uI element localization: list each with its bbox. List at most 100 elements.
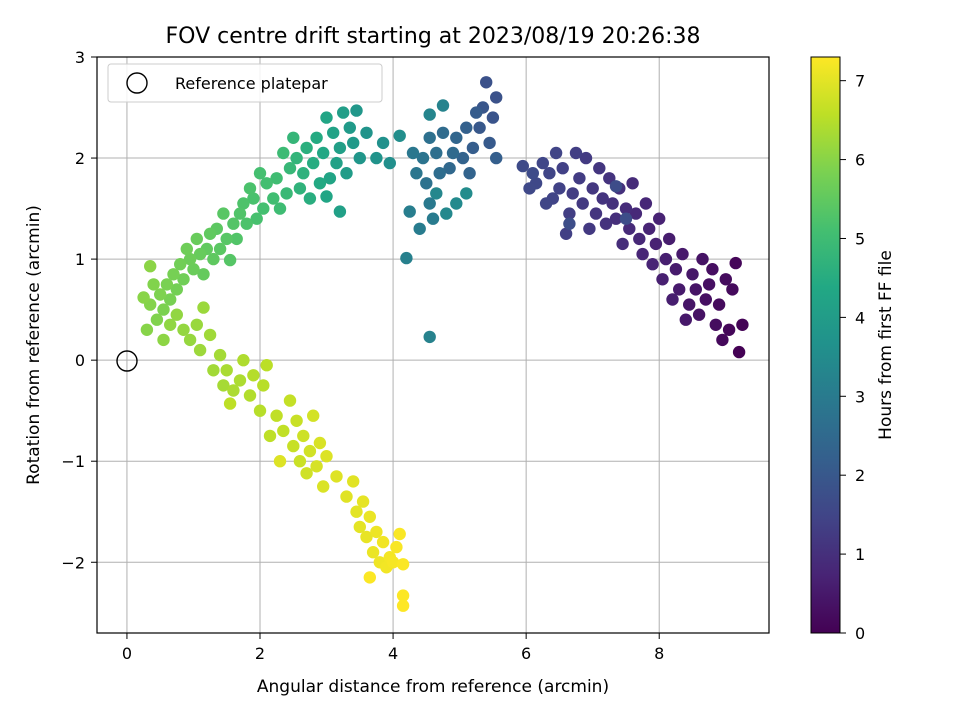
data-point [250,212,263,225]
colorbar-tick-label: 7 [855,72,865,91]
legend-box [107,63,383,103]
data-point [293,182,307,195]
data-point [460,187,473,200]
data-point [187,263,200,276]
data-point [706,263,719,276]
data-point [247,192,260,205]
data-point [573,172,586,185]
y-tick-label: −1 [61,452,85,471]
data-point [443,162,456,175]
data-point [636,247,649,261]
data-point [599,217,613,230]
colorbar-tick-label: 4 [855,308,865,327]
data-point [663,232,676,246]
data-point [689,283,702,296]
data-point [310,460,323,473]
data-point [450,131,463,144]
data-point [656,273,669,286]
data-point [480,76,493,89]
data-point [423,131,436,144]
data-point [396,599,410,612]
data-point [257,379,270,392]
colorbar-tick-label: 3 [855,387,865,406]
legend-entry-reference-platepar: Reference platepar [175,74,328,93]
data-point [456,151,470,165]
data-point [583,222,596,235]
data-point [243,182,257,195]
x-axis-label: Angular distance from reference (arcmin) [257,677,609,697]
data-point [436,99,450,112]
data-point [237,197,250,210]
data-point [220,232,233,246]
data-point [164,293,177,306]
data-point [696,252,709,266]
data-point [337,106,350,119]
data-point [333,205,347,218]
data-point [699,293,712,306]
data-point [330,470,343,483]
data-point [579,151,593,165]
data-point [370,525,383,539]
data-point [516,159,529,173]
data-point [233,374,247,387]
data-point [363,571,376,584]
y-tick-label: 0 [75,351,85,370]
data-point [393,129,406,142]
data-point [659,252,673,266]
data-point [203,227,217,240]
data-point [370,151,383,165]
data-point [526,167,539,180]
data-point [260,359,273,372]
data-point [683,298,696,311]
data-point [536,156,549,170]
data-point [559,227,573,240]
colorbar-tick-label: 5 [855,229,865,248]
data-point [300,141,313,155]
data-point [207,364,220,377]
data-point [217,207,230,220]
data-point [423,197,436,210]
data-point [666,293,679,306]
chart-title: FOV centre drift starting at 2023/08/19 … [166,24,701,49]
data-point [340,167,353,180]
data-point [237,354,250,367]
data-point [416,151,430,165]
data-point [197,268,210,281]
data-point [287,439,300,453]
data-point [423,108,436,121]
data-point [170,283,183,296]
data-point [213,242,227,256]
data-point [137,291,150,304]
data-point [270,172,283,185]
data-point [633,232,646,246]
data-point [203,328,217,342]
data-point [277,146,290,160]
data-point [227,384,240,397]
data-point [273,202,287,215]
data-point [164,318,177,331]
data-point [376,535,390,549]
data-point [466,141,480,155]
data-point [643,222,656,235]
data-point [313,436,327,450]
data-point [253,404,267,417]
data-point [629,207,643,220]
data-point [303,192,317,205]
y-tick-label: 3 [75,48,85,67]
data-point [676,247,689,261]
x-tick-label: 2 [255,644,265,663]
data-point [609,212,623,225]
colorbar-tick-label: 6 [855,151,865,170]
data-point [313,177,327,190]
data-point [406,146,420,160]
data-point [363,510,376,523]
data-point [320,111,333,124]
data-point [490,91,503,104]
data-point [240,217,253,230]
data-point [180,242,193,256]
data-point [340,490,353,503]
data-point [270,409,283,422]
data-point [347,475,360,488]
data-point [207,252,220,266]
